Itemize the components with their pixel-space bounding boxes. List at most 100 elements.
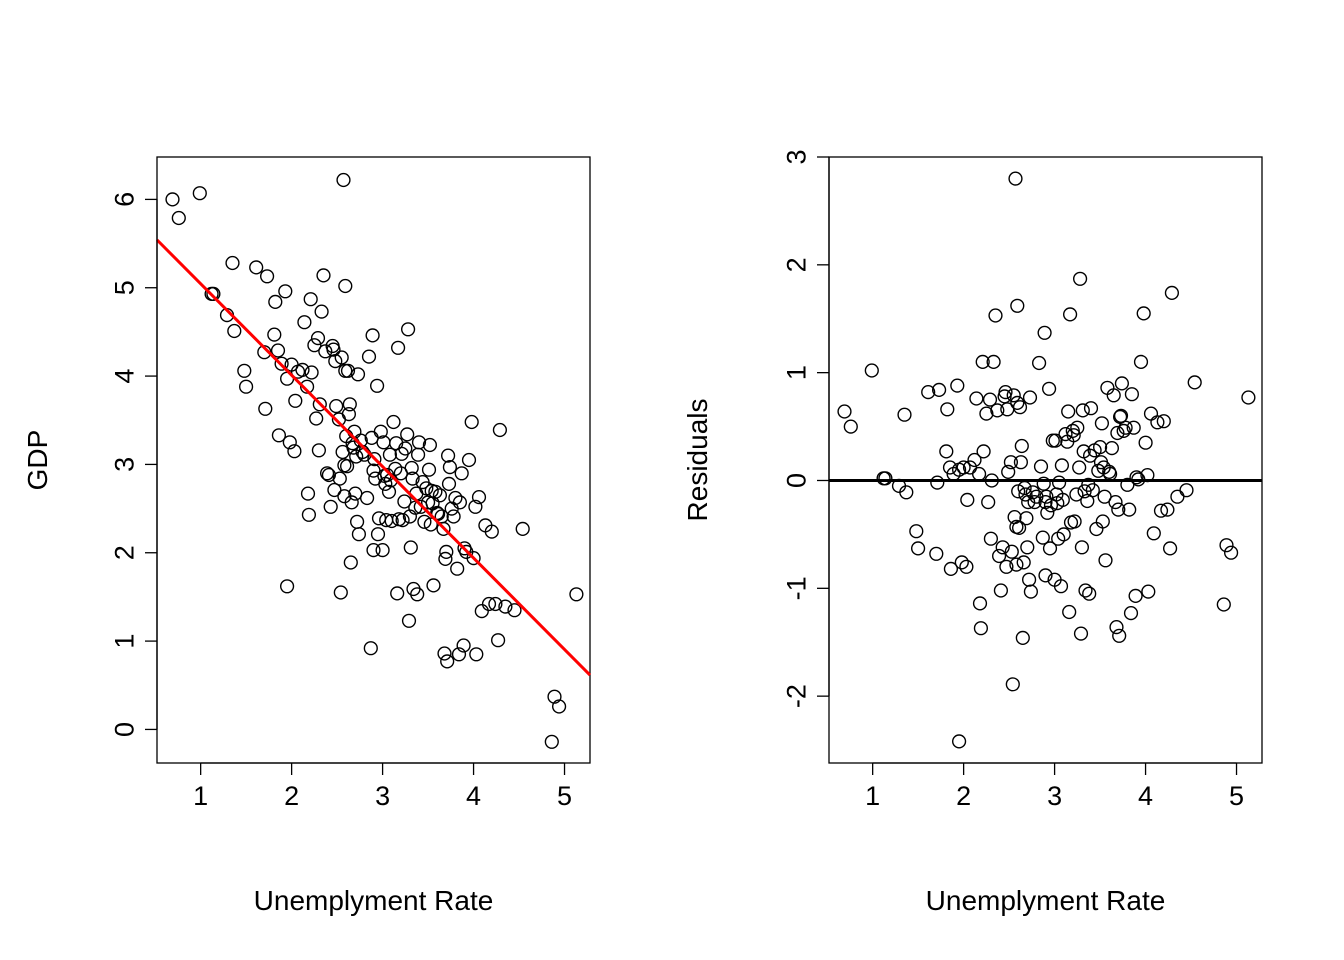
data-point <box>471 490 487 505</box>
y-tick-label: 0 <box>109 722 139 737</box>
data-point <box>982 392 998 407</box>
data-point <box>278 284 293 299</box>
y-axis-title-right: Residuals <box>682 399 713 522</box>
data-point <box>311 443 327 458</box>
data-point <box>454 466 469 481</box>
data-point <box>991 548 1007 564</box>
data-point <box>437 646 452 661</box>
data-point <box>370 378 385 393</box>
data-point <box>960 492 975 508</box>
data-point <box>326 342 341 357</box>
data-point <box>897 407 912 422</box>
data-point <box>951 734 967 749</box>
data-point <box>1037 325 1052 340</box>
data-point <box>334 350 349 365</box>
data-point <box>1106 388 1121 403</box>
data-point <box>450 561 465 576</box>
plot-frame-right <box>828 156 1263 764</box>
y-tick-label: -1 <box>781 576 811 600</box>
data-point <box>971 466 987 482</box>
data-point <box>943 561 959 577</box>
data-point <box>1039 489 1054 504</box>
data-point <box>1146 526 1161 541</box>
data-point <box>439 544 454 560</box>
data-point <box>1055 492 1070 508</box>
data-point <box>373 424 388 439</box>
data-point <box>1082 586 1097 601</box>
data-point <box>1009 557 1024 572</box>
y-tick-label: 2 <box>109 545 139 560</box>
data-point <box>301 507 317 522</box>
data-point <box>382 447 398 462</box>
data-point <box>993 583 1009 598</box>
data-point <box>438 551 453 567</box>
y-tick-label: 5 <box>109 280 139 295</box>
data-point <box>441 476 457 492</box>
data-point <box>1062 604 1077 620</box>
data-point <box>1015 630 1030 646</box>
data-point <box>899 485 914 500</box>
data-point <box>976 444 991 459</box>
data-point <box>998 385 1013 400</box>
data-point <box>1162 541 1178 556</box>
data-point <box>995 540 1010 555</box>
data-point <box>340 363 356 378</box>
y-tick-label: -2 <box>781 684 811 708</box>
residual-scatter-panel: 1 2 3 4 5 -2 -1 0 1 2 3 Unemplyment Rate Residual… <box>682 149 1263 916</box>
data-point <box>1085 483 1100 498</box>
data-point <box>225 255 240 271</box>
data-point <box>165 192 180 207</box>
data-point <box>360 490 375 506</box>
data-point <box>1118 420 1133 435</box>
data-point <box>452 495 468 510</box>
data-point <box>1066 428 1081 443</box>
data-point <box>1133 354 1149 370</box>
data-point <box>1138 435 1153 450</box>
data-point <box>954 555 969 570</box>
data-point <box>1153 503 1169 518</box>
data-point <box>309 411 324 426</box>
data-point <box>569 587 584 602</box>
data-point <box>338 363 353 378</box>
data-point <box>1011 484 1026 499</box>
data-point <box>1164 285 1180 301</box>
data-point <box>375 542 390 558</box>
x-axis-right: 1 2 3 4 5 <box>865 762 1244 811</box>
data-point <box>1003 455 1019 470</box>
data-point <box>323 499 338 514</box>
data-point <box>300 486 316 501</box>
data-point <box>1036 476 1051 491</box>
data-point <box>1010 395 1025 411</box>
data-point <box>1025 485 1040 500</box>
x-tick-label: 5 <box>1229 781 1244 811</box>
data-point <box>1040 505 1055 520</box>
data-point <box>1170 489 1185 504</box>
data-point <box>258 401 273 416</box>
data-point <box>442 460 458 475</box>
data-point <box>404 460 419 476</box>
data-point <box>333 585 348 600</box>
data-point <box>1070 420 1085 435</box>
data-point <box>491 633 506 648</box>
data-point <box>1067 514 1082 529</box>
x-tick-label: 5 <box>557 781 572 811</box>
y-tick-label: 1 <box>781 365 811 380</box>
data-point <box>436 521 451 537</box>
data-point <box>1023 584 1039 599</box>
data-point <box>295 362 310 378</box>
data-point <box>363 641 378 656</box>
data-point <box>314 304 329 319</box>
y-tick-label: 0 <box>781 473 811 488</box>
data-point <box>1006 388 1021 403</box>
data-point <box>268 294 283 310</box>
data-point <box>921 385 936 400</box>
data-point <box>1069 487 1084 502</box>
y-axis-right: -2 -1 0 1 2 3 <box>781 149 830 708</box>
data-point <box>1136 306 1151 321</box>
data-point <box>990 403 1005 418</box>
data-point <box>481 596 497 612</box>
data-point <box>1056 527 1071 542</box>
data-point <box>249 260 264 275</box>
data-point <box>282 435 297 450</box>
x-tick-label: 2 <box>284 781 299 811</box>
